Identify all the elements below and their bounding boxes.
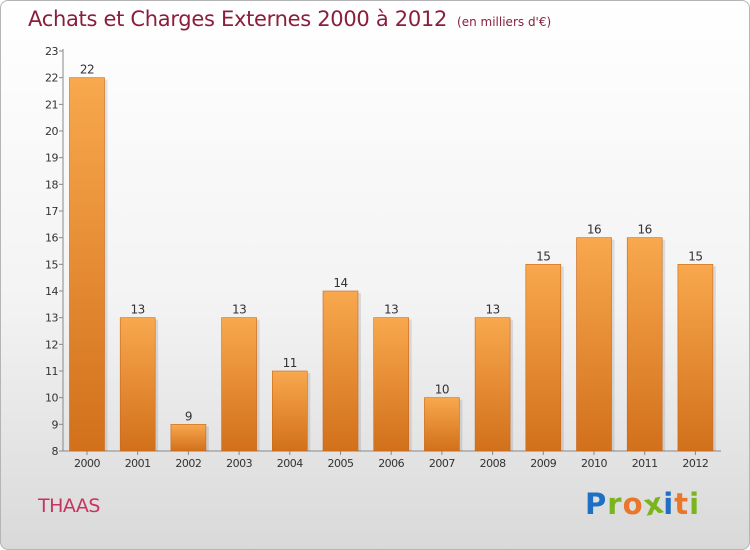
bar-2000 (69, 77, 105, 452)
bar-value-label: 22 (80, 63, 94, 77)
bar-value-label: 15 (536, 249, 550, 263)
bar-value-label: 10 (435, 383, 449, 397)
x-tick-label: 2011 (632, 457, 658, 470)
x-tick-label: 2008 (480, 457, 506, 470)
x-tick-label: 2001 (125, 457, 151, 470)
bar-2003 (221, 317, 257, 452)
bar-value-label: 9 (185, 409, 192, 423)
city-name: THAAS (38, 495, 100, 517)
y-tick-label: 12 (45, 338, 58, 351)
logo-letter: t (674, 487, 690, 521)
chart-unit: (en milliers d'€) (457, 15, 552, 29)
y-tick-label: 10 (45, 392, 58, 405)
bar-value-label: 13 (485, 303, 499, 317)
x-tick-label: 2009 (530, 457, 556, 470)
bar-2007 (424, 397, 460, 452)
bar-value-label: 14 (333, 276, 347, 290)
y-tick-label: 18 (45, 178, 58, 191)
bar-2008 (474, 317, 511, 452)
bar-2004 (271, 370, 308, 452)
x-tick-label: 2010 (581, 457, 607, 470)
bar-value-label: 13 (232, 303, 246, 317)
x-tick-label: 2007 (429, 457, 455, 470)
y-tick-label: 23 (45, 45, 58, 58)
bars (69, 77, 716, 452)
logo-letter: P (585, 487, 608, 521)
axes: 8 9 10 11 12 13 14 15 16 17 18 19 20 21 22 23 2000 2001 20… (45, 45, 721, 470)
bar-value-label: 11 (283, 356, 297, 370)
chart-title: Achats et Charges Externes 2000 à 2012 (e… (28, 7, 551, 31)
x-tick-label: 2000 (74, 457, 100, 470)
y-tick-label: 22 (45, 72, 58, 85)
y-tick-label: 17 (45, 205, 58, 218)
y-tick-label: 9 (52, 418, 59, 431)
y-tick-label: 16 (45, 232, 58, 245)
y-tick-label: 21 (45, 98, 58, 111)
y-tick-label: 15 (45, 258, 58, 271)
bar-2006 (373, 317, 410, 452)
bar-value-label: 13 (131, 303, 145, 317)
y-tick-label: 8 (52, 445, 59, 458)
x-tick-label: 2003 (226, 457, 252, 470)
bar-2002 (170, 424, 207, 452)
bar-value-label: 15 (688, 249, 702, 263)
logo-letter: i (689, 487, 701, 521)
chart-title-text: Achats et Charges Externes 2000 à 2012 (28, 7, 448, 31)
bar-2009 (525, 264, 562, 452)
bar-2001 (119, 317, 156, 452)
y-tick-label: 20 (45, 125, 58, 138)
y-tick-label: 11 (45, 365, 58, 378)
y-tick-label: 19 (45, 152, 58, 165)
bar-2005 (322, 290, 359, 452)
logo-letter: r (607, 487, 623, 521)
y-tick-label: 14 (45, 285, 58, 298)
bar-value-label: 16 (638, 223, 652, 237)
x-tick-label: 2012 (682, 457, 708, 470)
bar-value-label: 13 (384, 303, 398, 317)
data-labels: 22 13 9 13 11 14 13 10 13 15 16 16 15 (80, 63, 703, 424)
bar-2010 (576, 237, 612, 452)
x-tick-label: 2002 (175, 457, 201, 470)
y-tick-label: 13 (45, 312, 58, 325)
bar-value-label: 16 (587, 223, 601, 237)
bar-2011 (626, 237, 663, 452)
logo-letter: o (622, 487, 644, 521)
x-tick-label: 2006 (378, 457, 404, 470)
x-tick-label: 2005 (328, 457, 354, 470)
proxiti-logo: Proxiti (585, 485, 701, 522)
logo-letter: i (663, 487, 675, 521)
x-tick-label: 2004 (277, 457, 303, 470)
bar-2012 (677, 264, 714, 452)
